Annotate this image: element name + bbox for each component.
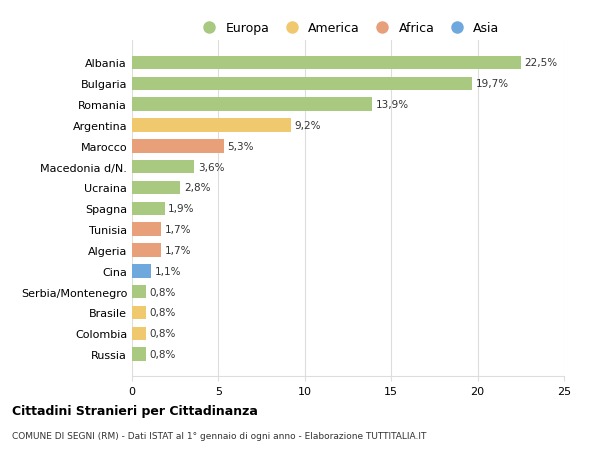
Bar [132,244,161,257]
Text: 9,2%: 9,2% [295,121,321,131]
Text: 2,8%: 2,8% [184,183,211,193]
Text: 22,5%: 22,5% [524,58,557,68]
Bar [132,181,181,195]
Text: 1,7%: 1,7% [165,246,191,255]
Bar [132,223,161,236]
Bar [132,347,146,361]
Text: 1,7%: 1,7% [165,224,191,235]
Bar [132,98,372,112]
Bar [132,202,165,216]
Bar [132,56,521,70]
Text: 1,1%: 1,1% [154,266,181,276]
Bar [132,161,194,174]
Bar [132,285,146,299]
Text: 5,3%: 5,3% [227,141,254,151]
Bar [132,306,146,319]
Bar [132,140,224,153]
Text: 3,6%: 3,6% [197,162,224,172]
Text: 0,8%: 0,8% [149,308,176,318]
Text: Cittadini Stranieri per Cittadinanza: Cittadini Stranieri per Cittadinanza [12,404,258,417]
Text: 0,8%: 0,8% [149,329,176,339]
Bar [132,119,291,133]
Bar [132,77,472,91]
Bar [132,264,151,278]
Text: 19,7%: 19,7% [476,79,509,89]
Text: 0,8%: 0,8% [149,287,176,297]
Text: 13,9%: 13,9% [376,100,409,110]
Text: COMUNE DI SEGNI (RM) - Dati ISTAT al 1° gennaio di ogni anno - Elaborazione TUTT: COMUNE DI SEGNI (RM) - Dati ISTAT al 1° … [12,431,427,441]
Bar [132,327,146,341]
Text: 1,9%: 1,9% [168,204,195,214]
Legend: Europa, America, Africa, Asia: Europa, America, Africa, Asia [191,17,505,40]
Text: 0,8%: 0,8% [149,349,176,359]
